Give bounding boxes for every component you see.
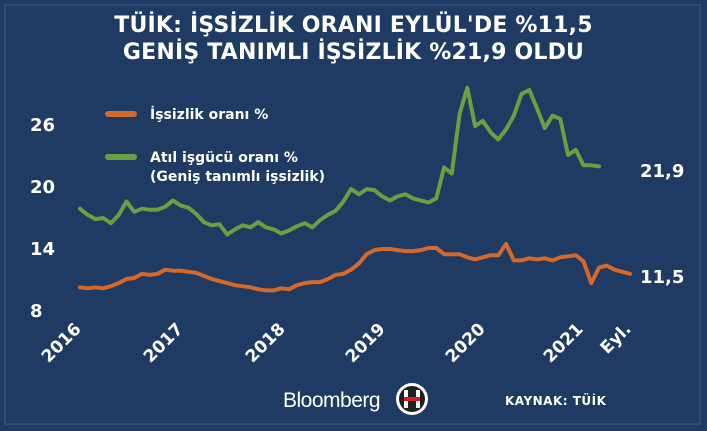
y-tick-label: 26 (30, 115, 55, 136)
legend: İşsizlik oranı % Atıl işgücü oranı % (Ge… (105, 106, 325, 185)
title-line-2: GENİŞ TANIMLI İŞSİZLİK %21,9 OLDU (122, 40, 585, 65)
end-label-broad-unemployment: 21,9 (640, 161, 684, 182)
x-tick-label: 2020 (442, 319, 490, 367)
x-tick-label: 2016 (38, 319, 86, 367)
x-tick-label: 2021 (540, 319, 588, 367)
y-axis: 8 14 20 26 (30, 115, 55, 322)
x-tick-label: 2019 (342, 319, 390, 367)
legend-sublabel-broad-unemployment: (Geniş tanımlı işsizlik) (150, 169, 325, 185)
legend-label-broad-unemployment: Atıl işgücü oranı % (150, 150, 298, 166)
x-axis: 2016 2017 2018 2019 2020 2021 Eyl. (38, 319, 636, 367)
chart-frame (4, 4, 701, 425)
ht-logo-icon (396, 383, 428, 415)
end-label-unemployment: 11,5 (640, 267, 684, 288)
y-tick-label: 20 (30, 177, 55, 198)
series-line-unemployment (78, 241, 632, 293)
y-tick-label: 14 (30, 239, 55, 260)
chart-title: TÜİK: İŞSİZLİK ORANI EYLÜL'DE %11,5 GENİ… (0, 12, 707, 66)
series-line-broad-unemployment (78, 85, 601, 237)
source-note: KAYNAK: TÜİK (505, 394, 607, 408)
bloomberg-logo: Bloomberg (283, 389, 381, 412)
x-tick-label: 2018 (242, 319, 290, 367)
x-tick-label: Eyl. (597, 319, 636, 358)
title-line-1: TÜİK: İŞSİZLİK ORANI EYLÜL'DE %11,5 (114, 13, 593, 38)
legend-label-unemployment: İşsizlik oranı % (150, 106, 268, 123)
x-tick-label: 2017 (140, 319, 188, 367)
plot-area (78, 85, 632, 293)
y-tick-label: 8 (30, 301, 43, 322)
